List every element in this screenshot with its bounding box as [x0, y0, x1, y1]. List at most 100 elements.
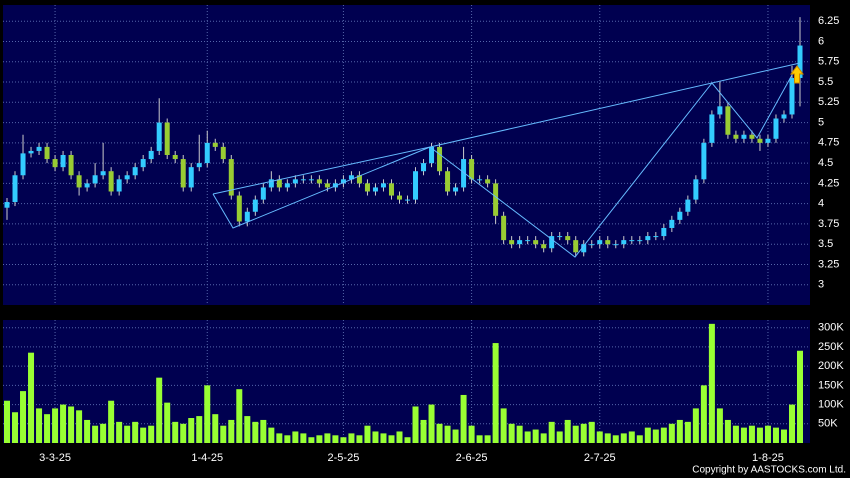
- candle-body: [124, 175, 130, 180]
- volume-bar: [60, 404, 67, 443]
- volume-bar: [780, 429, 787, 443]
- volume-bar: [788, 404, 795, 443]
- candle-body: [629, 240, 635, 242]
- x-tick-label: 3-3-25: [39, 452, 71, 464]
- volume-bar: [340, 437, 347, 443]
- candle-body: [44, 146, 50, 160]
- candle-body: [709, 114, 715, 143]
- volume-bar: [580, 423, 587, 443]
- candle-body: [741, 134, 747, 139]
- y-tick-label: 4.25: [818, 177, 839, 189]
- volume-bar: [268, 427, 275, 443]
- volume-bar: [428, 404, 435, 443]
- candle-body: [20, 153, 26, 176]
- y-tick-label: 250K: [818, 341, 844, 353]
- y-tick-label: 5.5: [818, 76, 833, 88]
- volume-bar: [260, 419, 267, 443]
- candle-body: [300, 179, 306, 181]
- y-tick-label: 4.5: [818, 157, 833, 169]
- volume-bar: [500, 408, 507, 443]
- candle-body: [60, 155, 66, 168]
- volume-bar: [612, 435, 619, 443]
- candle-body: [701, 142, 707, 180]
- candle-body: [68, 155, 74, 176]
- volume-bar: [212, 414, 219, 443]
- candle-body: [653, 236, 659, 238]
- volume-bar: [676, 419, 683, 443]
- candle-body: [132, 167, 138, 176]
- x-tick-label: 2-7-25: [584, 452, 616, 464]
- candle-body: [581, 244, 587, 253]
- volume-bar: [300, 433, 307, 443]
- candle-body: [188, 167, 194, 188]
- volume-bar: [444, 425, 451, 443]
- volume-bar: [636, 435, 643, 443]
- volume-bar: [524, 431, 531, 443]
- candle-body: [717, 106, 723, 115]
- x-tick-label: 2-6-25: [456, 452, 488, 464]
- volume-bar: [532, 429, 539, 443]
- candle-body: [613, 244, 619, 246]
- candle-body: [437, 146, 443, 172]
- candle-body: [276, 179, 282, 188]
- volume-bar: [468, 425, 475, 443]
- candle-body: [517, 240, 523, 245]
- candle-body: [413, 171, 419, 200]
- candle-body: [765, 138, 771, 143]
- volume-bar: [28, 352, 35, 443]
- volume-bar: [324, 433, 331, 443]
- y-tick-label: 4.75: [818, 137, 839, 149]
- y-tick-label: 5.25: [818, 96, 839, 108]
- volume-bar: [564, 419, 571, 443]
- candle-body: [324, 183, 330, 188]
- candle-body: [501, 215, 507, 241]
- candle-body: [236, 195, 242, 222]
- volume-bar: [180, 423, 187, 443]
- candle-body: [541, 244, 547, 249]
- trend-line: [212, 146, 431, 229]
- volume-bar: [4, 400, 10, 443]
- candle-body: [260, 187, 266, 200]
- y-tick-label: 200K: [818, 360, 844, 372]
- candle-body: [76, 175, 82, 188]
- volume-bar: [44, 414, 51, 443]
- x-tick-label: 1-4-25: [191, 452, 223, 464]
- volume-bar: [748, 425, 755, 443]
- x-tick-label: 1-8-25: [752, 452, 784, 464]
- candle-body: [669, 219, 675, 228]
- candle-body: [156, 122, 162, 151]
- volume-bar: [356, 435, 363, 443]
- candle-body: [220, 146, 226, 160]
- volume-bar: [188, 418, 195, 443]
- candle-body: [212, 142, 218, 147]
- volume-bar: [84, 419, 91, 443]
- candle-body: [92, 175, 98, 184]
- volume-bar: [548, 421, 555, 443]
- candle-body: [108, 171, 114, 192]
- volume-bar: [164, 402, 171, 443]
- volume-bar: [372, 431, 379, 443]
- volume-bar: [772, 427, 779, 443]
- volume-bar: [476, 435, 483, 443]
- candle-body: [140, 159, 146, 168]
- candle-body: [84, 183, 90, 188]
- volume-bar: [380, 433, 387, 443]
- candle-body: [549, 236, 555, 249]
- volume-bar: [236, 389, 243, 443]
- volume-bar: [308, 437, 315, 443]
- volume-bar: [404, 437, 411, 443]
- candle-body: [509, 240, 515, 245]
- candle-body: [148, 150, 154, 160]
- volume-bar: [700, 385, 707, 443]
- candle-body: [533, 240, 539, 245]
- candle-body: [380, 183, 386, 188]
- volume-bar: [684, 421, 691, 443]
- volume-bar: [220, 425, 227, 443]
- candle-body: [525, 240, 531, 242]
- candle-body: [252, 199, 258, 212]
- volume-bar: [740, 427, 747, 443]
- candle-body: [348, 175, 354, 180]
- candle-body: [429, 146, 435, 164]
- volume-bar: [332, 435, 339, 443]
